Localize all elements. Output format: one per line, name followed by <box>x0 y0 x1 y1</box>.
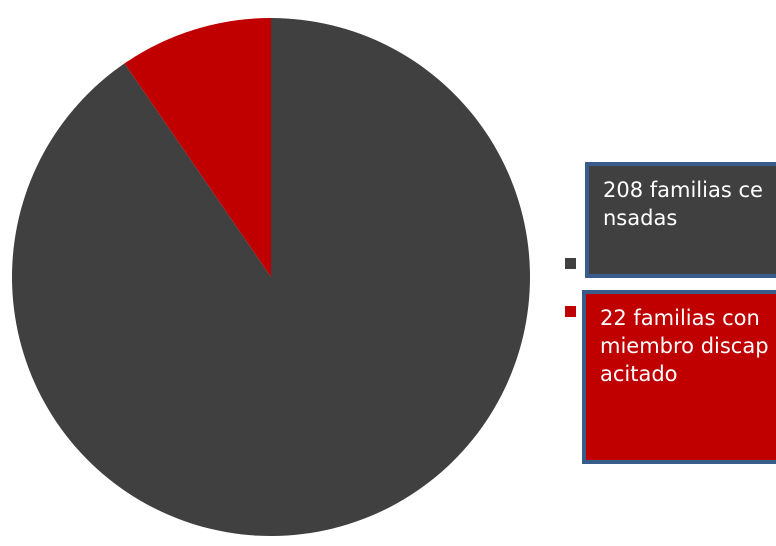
pie-slice-1 <box>124 18 271 277</box>
legend-marker-censadas <box>565 258 576 269</box>
pie-slice-0 <box>12 18 530 536</box>
legend-marker-discapacitado <box>565 306 576 317</box>
legend-label-discapacitado: 22 familias con miembro discapacitado <box>582 290 776 464</box>
legend-label-censadas: 208 familias censadas <box>585 162 776 278</box>
